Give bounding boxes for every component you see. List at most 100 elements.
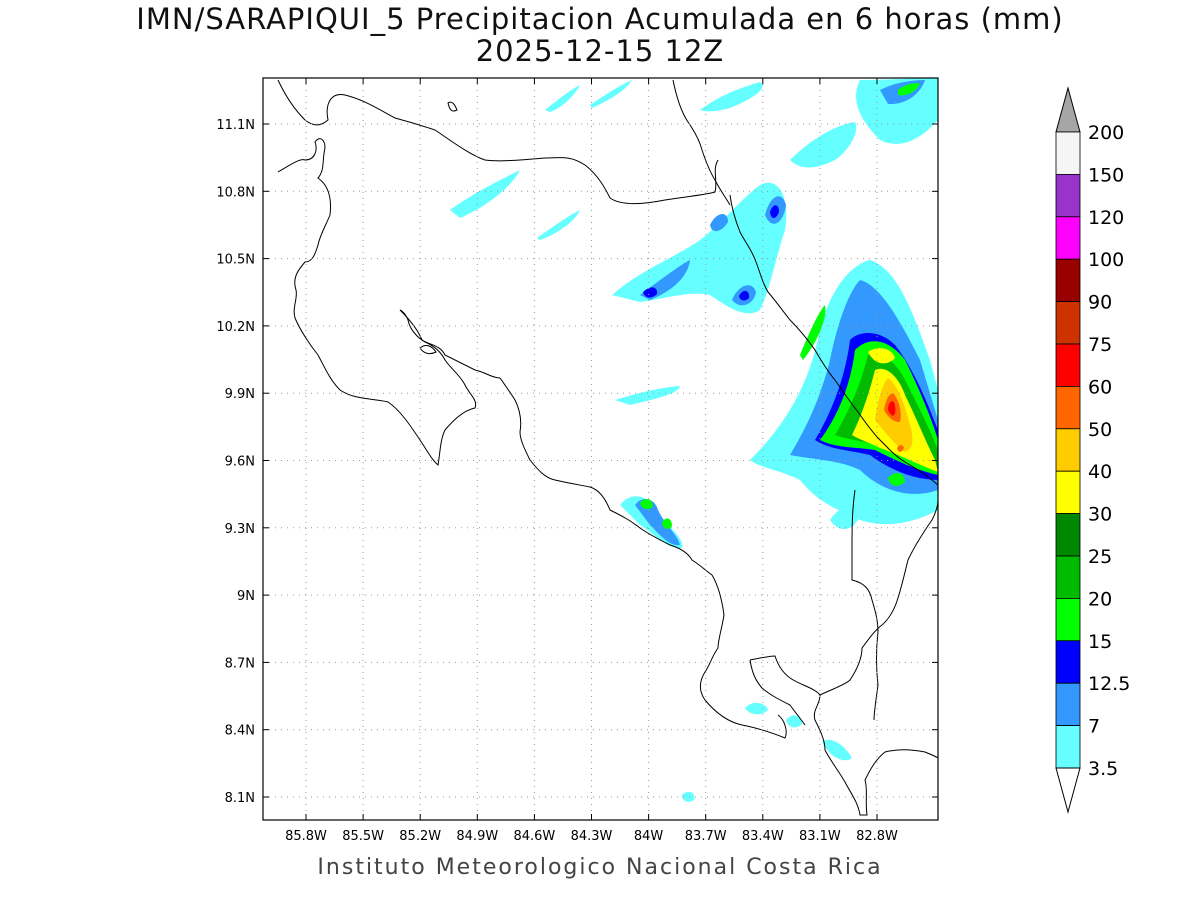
x-tick-label: 84.6W (513, 829, 555, 844)
y-tick-label: 9.3N (225, 522, 255, 537)
precip-area-light (590, 80, 632, 108)
x-tick-label: 84.9W (456, 829, 498, 844)
coastline-path (277, 138, 477, 466)
colorbar-swatch (1055, 131, 1081, 175)
footer-credit: Instituto Meteorologico Nacional Costa R… (317, 855, 883, 880)
colorbar-label: 40 (1088, 461, 1112, 483)
map-datetime: 2025-12-15 12Z (475, 34, 725, 68)
colorbar-swatch (1055, 301, 1081, 345)
precip-area-light (612, 182, 787, 314)
colorbar-label: 150 (1088, 164, 1124, 186)
coastline-path (277, 79, 719, 204)
coastline-path (749, 655, 939, 816)
precip-area-heavy (770, 205, 779, 218)
x-tick-label: 83.7W (685, 829, 727, 844)
colorbar-swatch (1055, 725, 1081, 769)
y-tick-label: 10.2N (216, 320, 255, 335)
coastline-path (819, 499, 939, 696)
precip-area-light (790, 122, 857, 168)
x-tick-label: 85.8W (285, 829, 327, 844)
colorbar-label: 60 (1088, 376, 1112, 398)
colorbar-swatch (1055, 470, 1081, 515)
coastlines (277, 79, 939, 816)
colorbar-label: 3.5 (1088, 758, 1118, 780)
colorbar-label: 100 (1088, 249, 1124, 271)
colorbar-swatch (1055, 640, 1081, 684)
border-path (672, 79, 731, 206)
colorbar-swatch (1055, 428, 1081, 472)
colorbar-top-arrow (1055, 86, 1081, 133)
y-tick-label: 10.8N (216, 185, 255, 200)
colorbar-swatch (1055, 682, 1081, 727)
colorbar: 200 150 120 100 90 75 60 50 40 30 25 20 15 12.5 7 3.5 (1055, 86, 1130, 814)
colorbar-swatch (1055, 343, 1081, 387)
precip-area-light (450, 170, 520, 218)
y-tick-label: 9.9N (225, 387, 255, 402)
precip-area-yellow (868, 348, 895, 364)
y-axis: 11.1N 10.8N 10.5N 10.2N 9.9N 9.6N 9.3N 9N 8.7N 8.… (216, 118, 938, 806)
precip-area-orange (897, 445, 904, 452)
colorbar-label: 50 (1088, 419, 1112, 441)
y-tick-label: 8.7N (225, 656, 255, 671)
y-tick-label: 9N (237, 589, 255, 604)
x-axis: 85.8W 85.5W 85.2W 84.9W 84.6W 84.3W 84W 83.7W 83… (285, 78, 898, 844)
precip-area-heavy (643, 287, 658, 298)
colorbar-swatch (1055, 216, 1081, 260)
precip-area-green (640, 499, 653, 510)
colorbar-label: 7 (1088, 716, 1100, 738)
colorbar-bottom-arrow (1055, 767, 1081, 814)
precip-area-light (615, 386, 680, 405)
y-tick-label: 10.5N (216, 253, 255, 268)
x-tick-label: 83.1W (799, 829, 841, 844)
coastline-path (749, 659, 806, 726)
precip-area-heavy (739, 290, 750, 301)
colorbar-label: 15 (1088, 631, 1112, 653)
island-path (419, 344, 437, 355)
coastline-path (729, 194, 939, 486)
colorbar-label: 200 (1088, 122, 1124, 144)
precip-area-light (545, 85, 580, 112)
precip-area-light (745, 702, 768, 715)
precip-area-green (888, 473, 905, 486)
colorbar-swatch (1055, 555, 1081, 599)
colorbar-label: 12.5 (1088, 673, 1130, 695)
colorbar-swatch (1055, 173, 1081, 218)
colorbar-label: 120 (1088, 207, 1124, 229)
border-path (851, 489, 879, 721)
colorbar-swatch (1055, 258, 1081, 303)
precip-area-moderate (710, 214, 728, 232)
precip-area-light (856, 78, 938, 144)
y-tick-label: 8.1N (225, 791, 255, 806)
colorbar-swatch (1055, 385, 1081, 430)
precip-area-moderate (635, 498, 680, 546)
coastline-path (399, 309, 787, 739)
y-tick-label: 8.4N (225, 724, 255, 739)
precip-area-light (822, 739, 852, 761)
precip-area-green (800, 305, 826, 360)
island-path (447, 101, 458, 112)
colorbar-label: 25 (1088, 546, 1112, 568)
map-grid (263, 78, 938, 820)
x-tick-label: 82.8W (856, 829, 898, 844)
map-title: IMN/SARAPIQUI_5 Precipitacion Acumulada … (136, 2, 1064, 36)
x-tick-label: 83.4W (742, 829, 784, 844)
colorbar-label: 90 (1088, 292, 1112, 314)
precip-area-light (682, 791, 695, 802)
x-tick-label: 85.2W (399, 829, 441, 844)
x-tick-label: 85.5W (342, 829, 384, 844)
colorbar-swatch (1055, 598, 1081, 642)
colorbar-label: 20 (1088, 588, 1112, 610)
colorbar-label: 30 (1088, 504, 1112, 526)
x-tick-label: 84.3W (571, 829, 613, 844)
map-frame (262, 77, 939, 821)
colorbar-label: 75 (1088, 334, 1112, 356)
y-tick-label: 11.1N (216, 118, 255, 133)
x-tick-label: 84W (634, 829, 664, 844)
precip-field (450, 78, 938, 802)
precip-area-light (786, 715, 802, 728)
precip-area-light (830, 505, 860, 530)
precip-area-green (898, 83, 920, 96)
y-tick-label: 9.6N (225, 455, 255, 470)
precip-area-light (700, 82, 763, 112)
